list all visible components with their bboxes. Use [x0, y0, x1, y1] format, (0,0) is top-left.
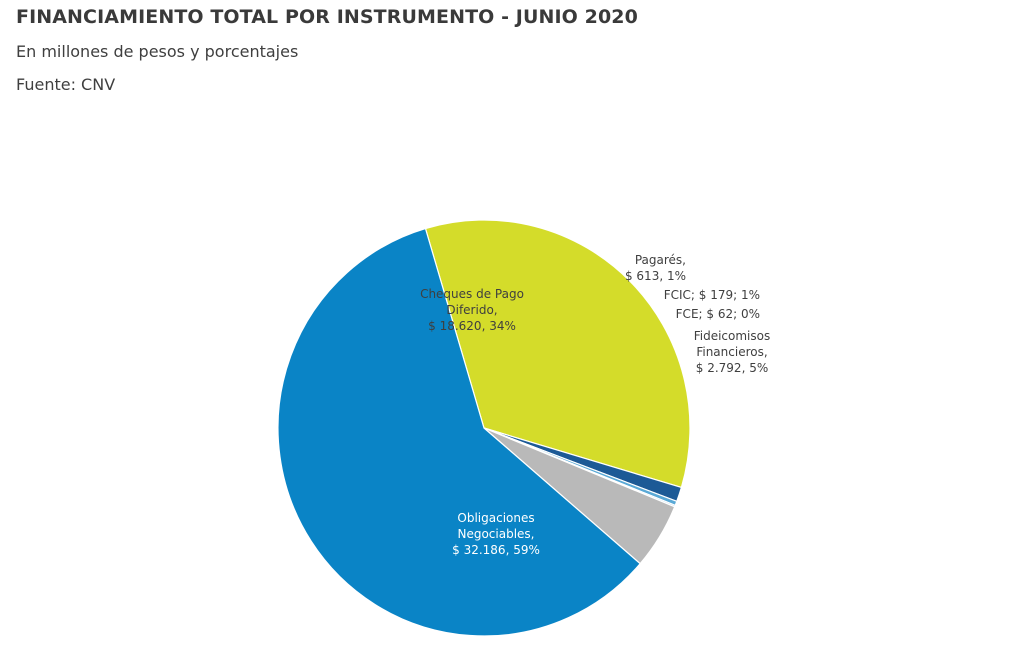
slice-label-fcic: FCIC; $ 179; 1% — [664, 288, 760, 302]
slice-label-line: Diferido, — [446, 303, 497, 317]
slice-label-fideicomisos-financieros: Fideicomisos Financieros, $ 2.792, 5% — [694, 329, 771, 375]
slice-label-cheques-de-pago-diferido: Cheques de Pago Diferido, $ 18.620, 34% — [420, 287, 524, 333]
slice-label-line: Financieros, — [696, 345, 767, 359]
pie-slice-cheques-de-pago-diferido — [424, 219, 691, 489]
pie-labels: Cheques de Pago Diferido, $ 18.620, 34% Pag… — [420, 253, 770, 557]
slice-label-fce: FCE; $ 62; 0% — [676, 307, 760, 321]
slice-label-line: $ 18.620, 34% — [428, 319, 516, 333]
slice-label-obligaciones-negociables: Obligaciones Negociables, $ 32.186, 59% — [452, 511, 540, 557]
slice-label-line: Negociables, — [457, 527, 534, 541]
slice-label-line: $ 613, 1% — [625, 269, 686, 283]
slice-label-line: Pagarés, — [635, 253, 686, 267]
slice-label-line: $ 32.186, 59% — [452, 543, 540, 557]
slice-label-line: FCIC; $ 179; 1% — [664, 288, 760, 302]
slice-label-line: Cheques de Pago — [420, 287, 524, 301]
pie-slice-obligaciones-negociables — [277, 227, 642, 637]
slice-label-line: Obligaciones — [457, 511, 534, 525]
pie-slices — [277, 219, 691, 637]
chart-subtitle: En millones de pesos y porcentajes — [16, 42, 299, 61]
slice-label-line: Fideicomisos — [694, 329, 771, 343]
chart-source: Fuente: CNV — [16, 75, 116, 94]
chart-title: FINANCIAMIENTO TOTAL POR INSTRUMENTO - J… — [16, 6, 638, 28]
slice-label-line: $ 2.792, 5% — [696, 361, 768, 375]
slice-label-pagar-s: Pagarés, $ 613, 1% — [625, 253, 686, 283]
slice-label-line: FCE; $ 62; 0% — [676, 307, 760, 321]
